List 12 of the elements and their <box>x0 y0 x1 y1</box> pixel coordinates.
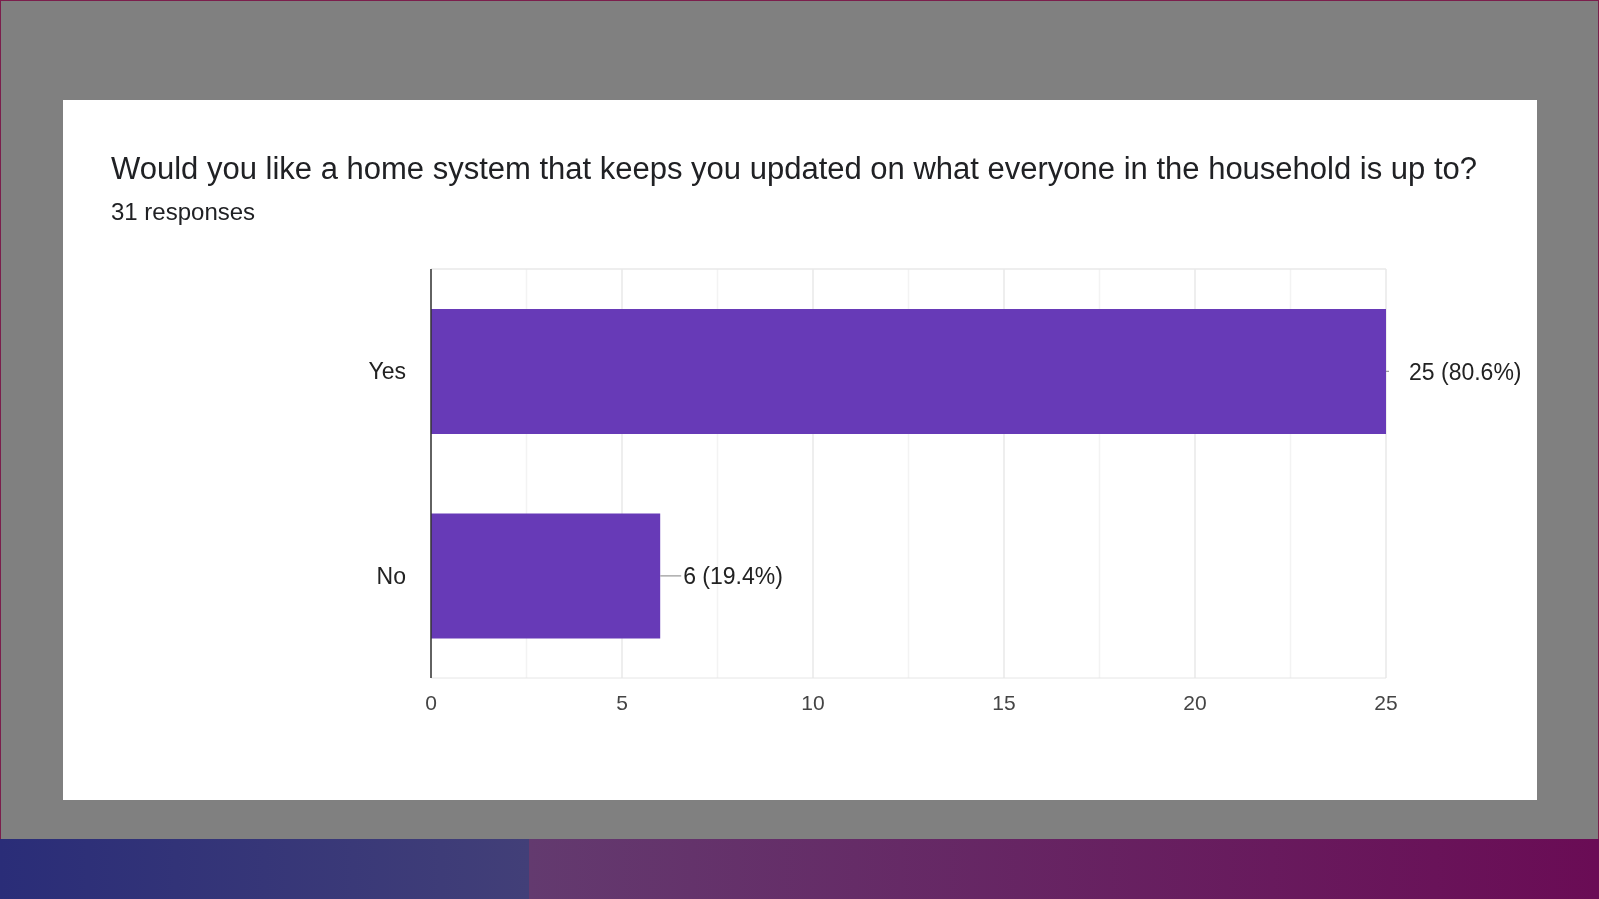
x-tick-label: 0 <box>425 690 437 714</box>
data-label: 6 (19.4%) <box>683 563 783 590</box>
x-tick-label: 20 <box>1183 690 1207 714</box>
chart-title: Would you like a home system that keeps you updated on what everyone in the household is up to? <box>111 150 1478 187</box>
y-tick-label: No <box>376 562 406 589</box>
x-tick-label: 15 <box>992 690 1016 714</box>
y-tick-label: Yes <box>368 358 406 385</box>
x-tick-label: 10 <box>801 690 825 714</box>
x-tick-label: 5 <box>616 690 628 714</box>
x-tick-label: 25 <box>1374 690 1398 714</box>
data-label: 25 (80.6%) <box>1409 358 1522 385</box>
text: 31 responses <box>111 198 256 226</box>
